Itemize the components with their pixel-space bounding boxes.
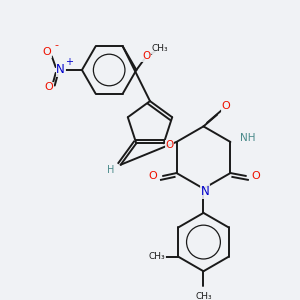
Text: O: O [251, 171, 260, 181]
Text: -: - [55, 40, 59, 50]
Text: CH₃: CH₃ [152, 44, 168, 53]
Text: O: O [142, 51, 150, 62]
Text: O: O [43, 47, 51, 58]
Text: H: H [107, 165, 115, 175]
Text: O: O [44, 82, 53, 92]
Text: NH: NH [240, 133, 256, 143]
Text: N: N [201, 185, 210, 198]
Text: CH₃: CH₃ [195, 292, 212, 300]
Text: O: O [149, 171, 158, 181]
Text: N: N [56, 64, 65, 76]
Text: CH₃: CH₃ [148, 252, 165, 261]
Text: +: + [65, 57, 73, 67]
Text: O: O [165, 140, 174, 150]
Text: O: O [221, 101, 230, 111]
